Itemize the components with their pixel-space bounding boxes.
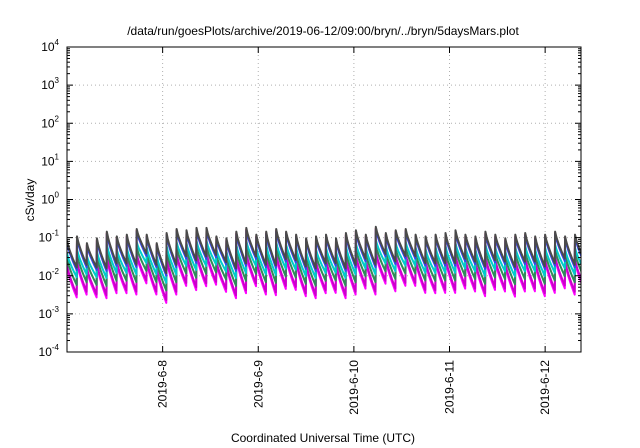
y-tick-label: 10-3 [39,305,60,321]
x-tick-label: 2019-6-12 [538,360,552,415]
x-tick-label: 2019-6-10 [347,360,361,415]
y-tick-label: 104 [41,38,59,54]
y-tick-label: 100 [41,191,59,207]
x-tick-label: 2019-6-11 [443,360,457,414]
y-tick-label: 103 [41,76,59,92]
y-axis-label: cSv/day [23,179,37,222]
y-tick-layer: 10-4 10-3 10-2 10-1 100 101 102 103 104 [39,38,581,359]
x-tick-label: 2019-6-9 [251,360,265,408]
series-layer [67,225,581,304]
x-tick-label: 2019-6-8 [156,360,170,408]
y-tick-label: 10-2 [39,267,60,283]
series-line-6 [67,225,581,275]
x-tick-layer: 2019-6-8 2019-6-9 2019-6-10 2019-6-11 2019-6… [156,47,552,415]
y-tick-label: 101 [41,152,59,168]
x-axis-label: Coordinated Universal Time (UTC) [231,431,415,445]
y-tick-label: 102 [41,114,59,130]
chart-title: /data/run/goesPlots/archive/2019-06-12/0… [127,24,519,38]
y-tick-label: 10-1 [39,229,60,245]
y-tick-label: 10-4 [39,343,60,359]
